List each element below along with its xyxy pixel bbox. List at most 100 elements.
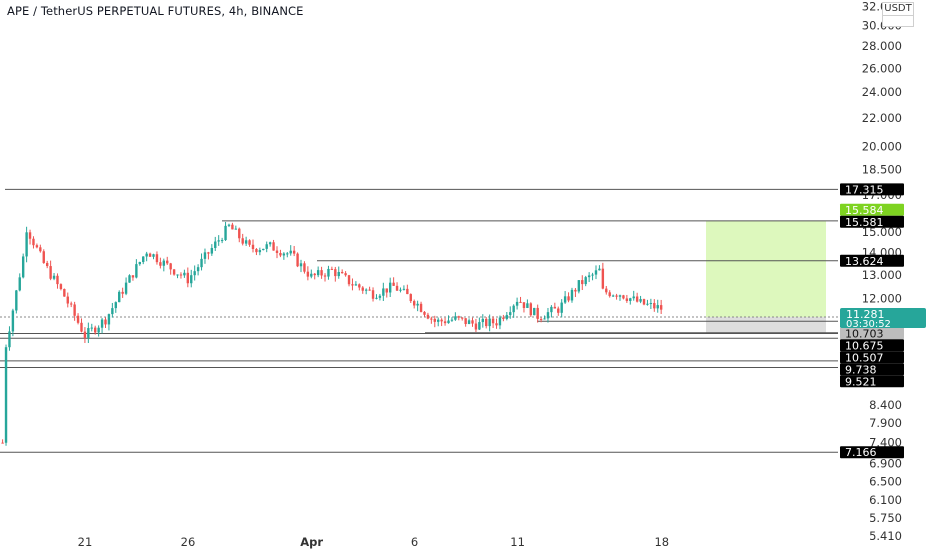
candle[interactable] [45,260,49,269]
candle[interactable] [443,317,447,326]
candle[interactable] [316,266,320,278]
candle[interactable] [296,252,299,268]
candle[interactable] [618,294,622,301]
candle[interactable] [615,293,618,300]
candle[interactable] [220,237,224,244]
candle[interactable] [121,287,124,298]
candle[interactable] [42,249,45,264]
candle[interactable] [546,307,550,323]
candle[interactable] [224,221,227,241]
price-label[interactable]: 7.166 [840,446,904,459]
candle[interactable] [375,294,378,300]
candle[interactable] [179,272,183,279]
price-label[interactable]: 9.738 [840,363,904,376]
candle[interactable] [320,266,323,279]
candle[interactable] [515,297,519,310]
candle[interactable] [114,301,117,313]
price-label[interactable]: 10.703 [840,327,904,340]
price-label[interactable]: 15.584 [840,203,904,217]
candle[interactable] [423,311,426,317]
candle[interactable] [18,273,21,292]
candle[interactable] [303,261,306,274]
candle[interactable] [97,325,100,337]
candle[interactable] [183,269,186,278]
candle[interactable] [4,344,8,446]
candle[interactable] [207,251,210,260]
candle[interactable] [567,292,570,303]
candle[interactable] [135,259,138,279]
candle[interactable] [83,327,87,343]
candle[interactable] [351,278,354,291]
candle[interactable] [323,273,327,282]
candle[interactable] [142,256,145,265]
candle[interactable] [334,266,337,282]
price-label[interactable]: 10.675 [840,339,904,352]
candle[interactable] [399,287,402,293]
candle[interactable] [368,286,371,291]
candle[interactable] [234,225,238,230]
candle[interactable] [570,287,574,303]
candle[interactable] [186,267,190,288]
candle[interactable] [354,281,358,286]
price-label[interactable]: 17.315 [840,183,904,196]
candle[interactable] [457,315,460,321]
candle[interactable] [155,251,159,265]
candle[interactable] [258,247,262,256]
candle[interactable] [90,323,93,332]
candle[interactable] [533,307,536,316]
candle[interactable] [450,317,454,322]
price-label[interactable]: 13.624 [840,254,904,268]
candle[interactable] [474,318,478,333]
candle[interactable] [478,317,481,331]
candle[interactable] [100,317,104,334]
scale-toggle[interactable] [882,16,914,27]
candle[interactable] [59,283,63,291]
candle[interactable] [238,227,241,243]
candle[interactable] [426,312,430,320]
candle[interactable] [505,312,509,321]
candle[interactable] [388,277,392,298]
candle[interactable] [413,299,416,309]
candle[interactable] [461,317,464,321]
candle[interactable] [512,304,515,318]
candle[interactable] [111,302,114,318]
candle[interactable] [340,269,344,274]
candle[interactable] [28,229,32,245]
candle[interactable] [190,269,193,288]
candle[interactable] [395,282,399,291]
candle[interactable] [485,317,488,329]
candle[interactable] [419,301,423,313]
candle[interactable] [330,266,334,270]
candle[interactable] [310,269,313,279]
candle[interactable] [251,239,255,253]
candle[interactable] [557,306,560,316]
candle[interactable] [608,290,611,298]
candle[interactable] [148,252,152,257]
candle[interactable] [327,265,330,280]
candle[interactable] [200,253,203,271]
candle[interactable] [587,272,591,283]
candle[interactable] [152,253,155,260]
candle[interactable] [210,244,214,256]
candle[interactable] [145,251,148,262]
candle[interactable] [70,301,73,308]
candle[interactable] [159,257,162,269]
candle[interactable] [543,315,546,320]
candle[interactable] [265,241,268,253]
candle[interactable] [87,322,90,344]
candle[interactable] [313,272,316,280]
candle[interactable] [406,284,409,295]
candle[interactable] [529,302,533,317]
candle[interactable] [107,313,111,331]
candle[interactable] [646,299,649,306]
candle[interactable] [39,244,42,253]
candle[interactable] [364,288,368,295]
candle[interactable] [306,266,310,281]
candle[interactable] [35,243,39,249]
price-scale[interactable] [838,0,932,550]
candle[interactable] [118,290,121,303]
candle[interactable] [502,314,505,322]
candle[interactable] [392,277,395,286]
candle[interactable] [659,299,663,314]
